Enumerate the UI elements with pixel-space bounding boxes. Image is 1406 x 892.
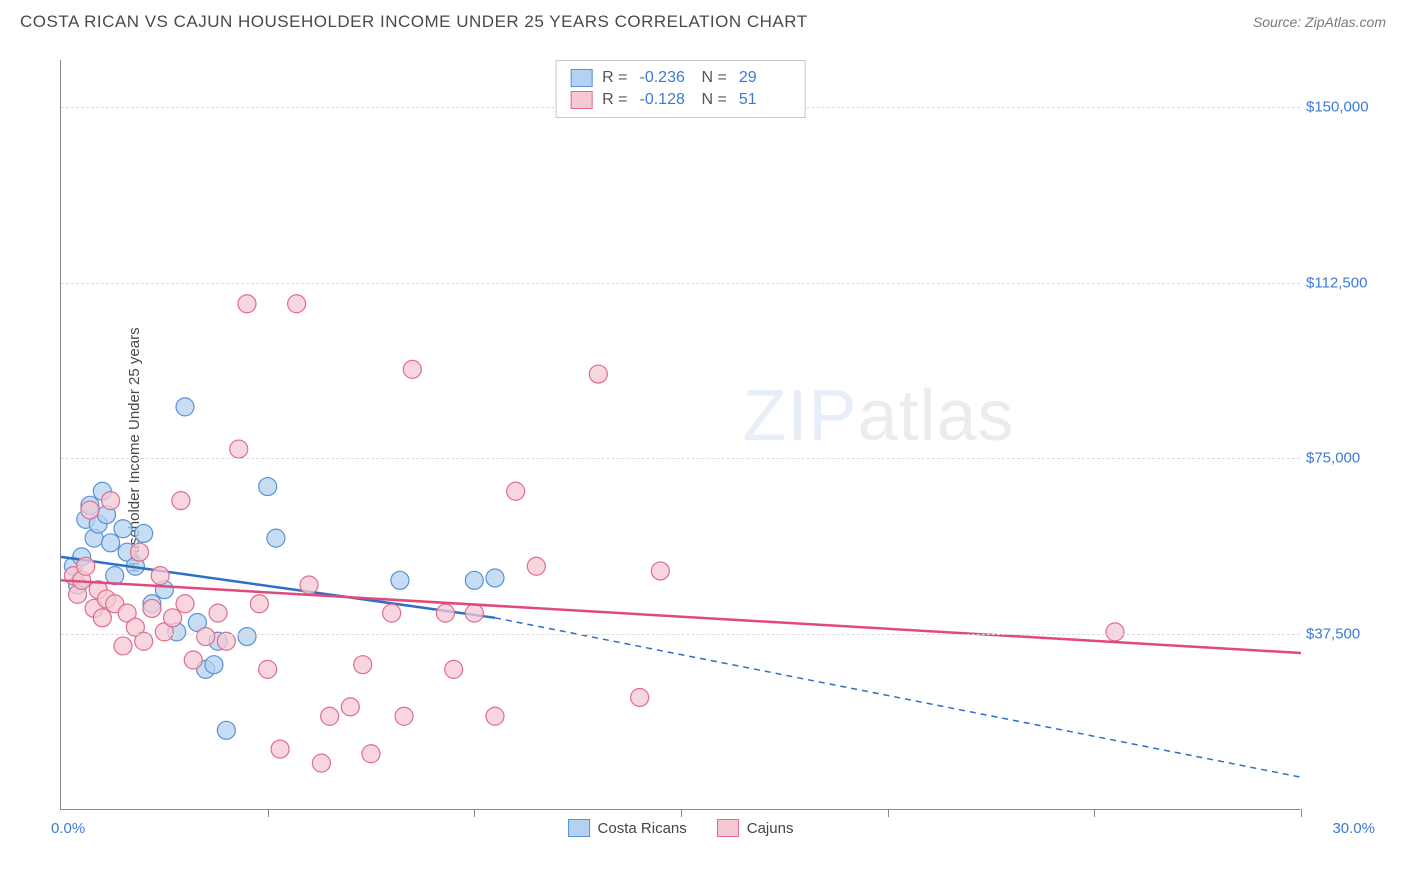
n-value-cajuns: 51 bbox=[739, 91, 791, 109]
scatter-point bbox=[114, 637, 132, 655]
scatter-point bbox=[151, 567, 169, 585]
chart-container: Householder Income Under 25 years ZIPatl… bbox=[60, 60, 1350, 840]
scatter-point bbox=[230, 440, 248, 458]
scatter-point bbox=[114, 520, 132, 538]
n-value-costa-ricans: 29 bbox=[739, 69, 791, 87]
scatter-point bbox=[486, 707, 504, 725]
scatter-point bbox=[267, 529, 285, 547]
scatter-point bbox=[321, 707, 339, 725]
scatter-point bbox=[465, 571, 483, 589]
scatter-point bbox=[445, 660, 463, 678]
gridline bbox=[61, 283, 1300, 284]
gridline bbox=[61, 458, 1300, 459]
scatter-point bbox=[102, 492, 120, 510]
scatter-point bbox=[102, 534, 120, 552]
y-tick-label: $150,000 bbox=[1306, 98, 1369, 115]
scatter-point bbox=[135, 524, 153, 542]
x-axis-max-label: 30.0% bbox=[1332, 820, 1375, 837]
plot-svg bbox=[61, 60, 1301, 810]
stats-row-cajuns: R = -0.128 N = 51 bbox=[570, 89, 791, 111]
r-label: R = bbox=[602, 91, 627, 109]
scatter-point bbox=[131, 543, 149, 561]
scatter-point bbox=[259, 478, 277, 496]
y-tick-label: $75,000 bbox=[1306, 450, 1360, 467]
scatter-point bbox=[184, 651, 202, 669]
x-tick bbox=[474, 809, 475, 817]
swatch-costa-ricans bbox=[568, 819, 590, 837]
scatter-point bbox=[81, 501, 99, 519]
r-value-cajuns: -0.128 bbox=[640, 91, 692, 109]
scatter-point bbox=[259, 660, 277, 678]
scatter-point bbox=[383, 604, 401, 622]
scatter-point bbox=[391, 571, 409, 589]
scatter-point bbox=[164, 609, 182, 627]
x-tick bbox=[268, 809, 269, 817]
legend-label-cajuns: Cajuns bbox=[747, 820, 794, 837]
x-axis-min-label: 0.0% bbox=[51, 820, 85, 837]
scatter-point bbox=[589, 365, 607, 383]
x-tick bbox=[888, 809, 889, 817]
swatch-cajuns bbox=[570, 91, 592, 109]
scatter-point bbox=[341, 698, 359, 716]
scatter-point bbox=[300, 576, 318, 594]
legend-label-costa-ricans: Costa Ricans bbox=[598, 820, 687, 837]
x-tick bbox=[1301, 809, 1302, 817]
swatch-costa-ricans bbox=[570, 69, 592, 87]
stats-legend: R = -0.236 N = 29 R = -0.128 N = 51 bbox=[555, 60, 806, 118]
scatter-point bbox=[651, 562, 669, 580]
scatter-point bbox=[176, 398, 194, 416]
scatter-point bbox=[354, 656, 372, 674]
scatter-point bbox=[77, 557, 95, 575]
chart-title: COSTA RICAN VS CAJUN HOUSEHOLDER INCOME … bbox=[20, 12, 808, 32]
y-tick-label: $37,500 bbox=[1306, 626, 1360, 643]
r-label: R = bbox=[602, 69, 627, 87]
scatter-point bbox=[271, 740, 289, 758]
scatter-point bbox=[507, 482, 525, 500]
n-label: N = bbox=[702, 69, 727, 87]
scatter-point bbox=[176, 595, 194, 613]
swatch-cajuns bbox=[717, 819, 739, 837]
scatter-point bbox=[403, 360, 421, 378]
scatter-point bbox=[143, 599, 161, 617]
n-label: N = bbox=[702, 91, 727, 109]
scatter-point bbox=[395, 707, 413, 725]
stats-row-costa-ricans: R = -0.236 N = 29 bbox=[570, 67, 791, 89]
scatter-point bbox=[197, 628, 215, 646]
scatter-point bbox=[486, 569, 504, 587]
scatter-point bbox=[172, 492, 190, 510]
source-attribution: Source: ZipAtlas.com bbox=[1253, 14, 1386, 30]
r-value-costa-ricans: -0.236 bbox=[640, 69, 692, 87]
scatter-point bbox=[238, 628, 256, 646]
legend-item-cajuns: Cajuns bbox=[717, 819, 794, 837]
scatter-point bbox=[312, 754, 330, 772]
gridline bbox=[61, 634, 1300, 635]
scatter-point bbox=[205, 656, 223, 674]
scatter-point bbox=[1106, 623, 1124, 641]
regression-line-extrapolated bbox=[495, 618, 1301, 777]
scatter-point bbox=[465, 604, 483, 622]
x-tick bbox=[681, 809, 682, 817]
scatter-point bbox=[631, 689, 649, 707]
scatter-point bbox=[250, 595, 268, 613]
series-legend: Costa Ricans Cajuns bbox=[568, 819, 794, 837]
y-tick-label: $112,500 bbox=[1306, 274, 1367, 291]
scatter-point bbox=[209, 604, 227, 622]
scatter-point bbox=[362, 745, 380, 763]
legend-item-costa-ricans: Costa Ricans bbox=[568, 819, 687, 837]
scatter-point bbox=[288, 295, 306, 313]
scatter-point bbox=[436, 604, 454, 622]
scatter-point bbox=[527, 557, 545, 575]
scatter-point bbox=[238, 295, 256, 313]
x-tick bbox=[1094, 809, 1095, 817]
scatter-point bbox=[217, 721, 235, 739]
scatter-point bbox=[93, 609, 111, 627]
plot-area: ZIPatlas R = -0.236 N = 29 R = -0.128 N … bbox=[60, 60, 1300, 810]
